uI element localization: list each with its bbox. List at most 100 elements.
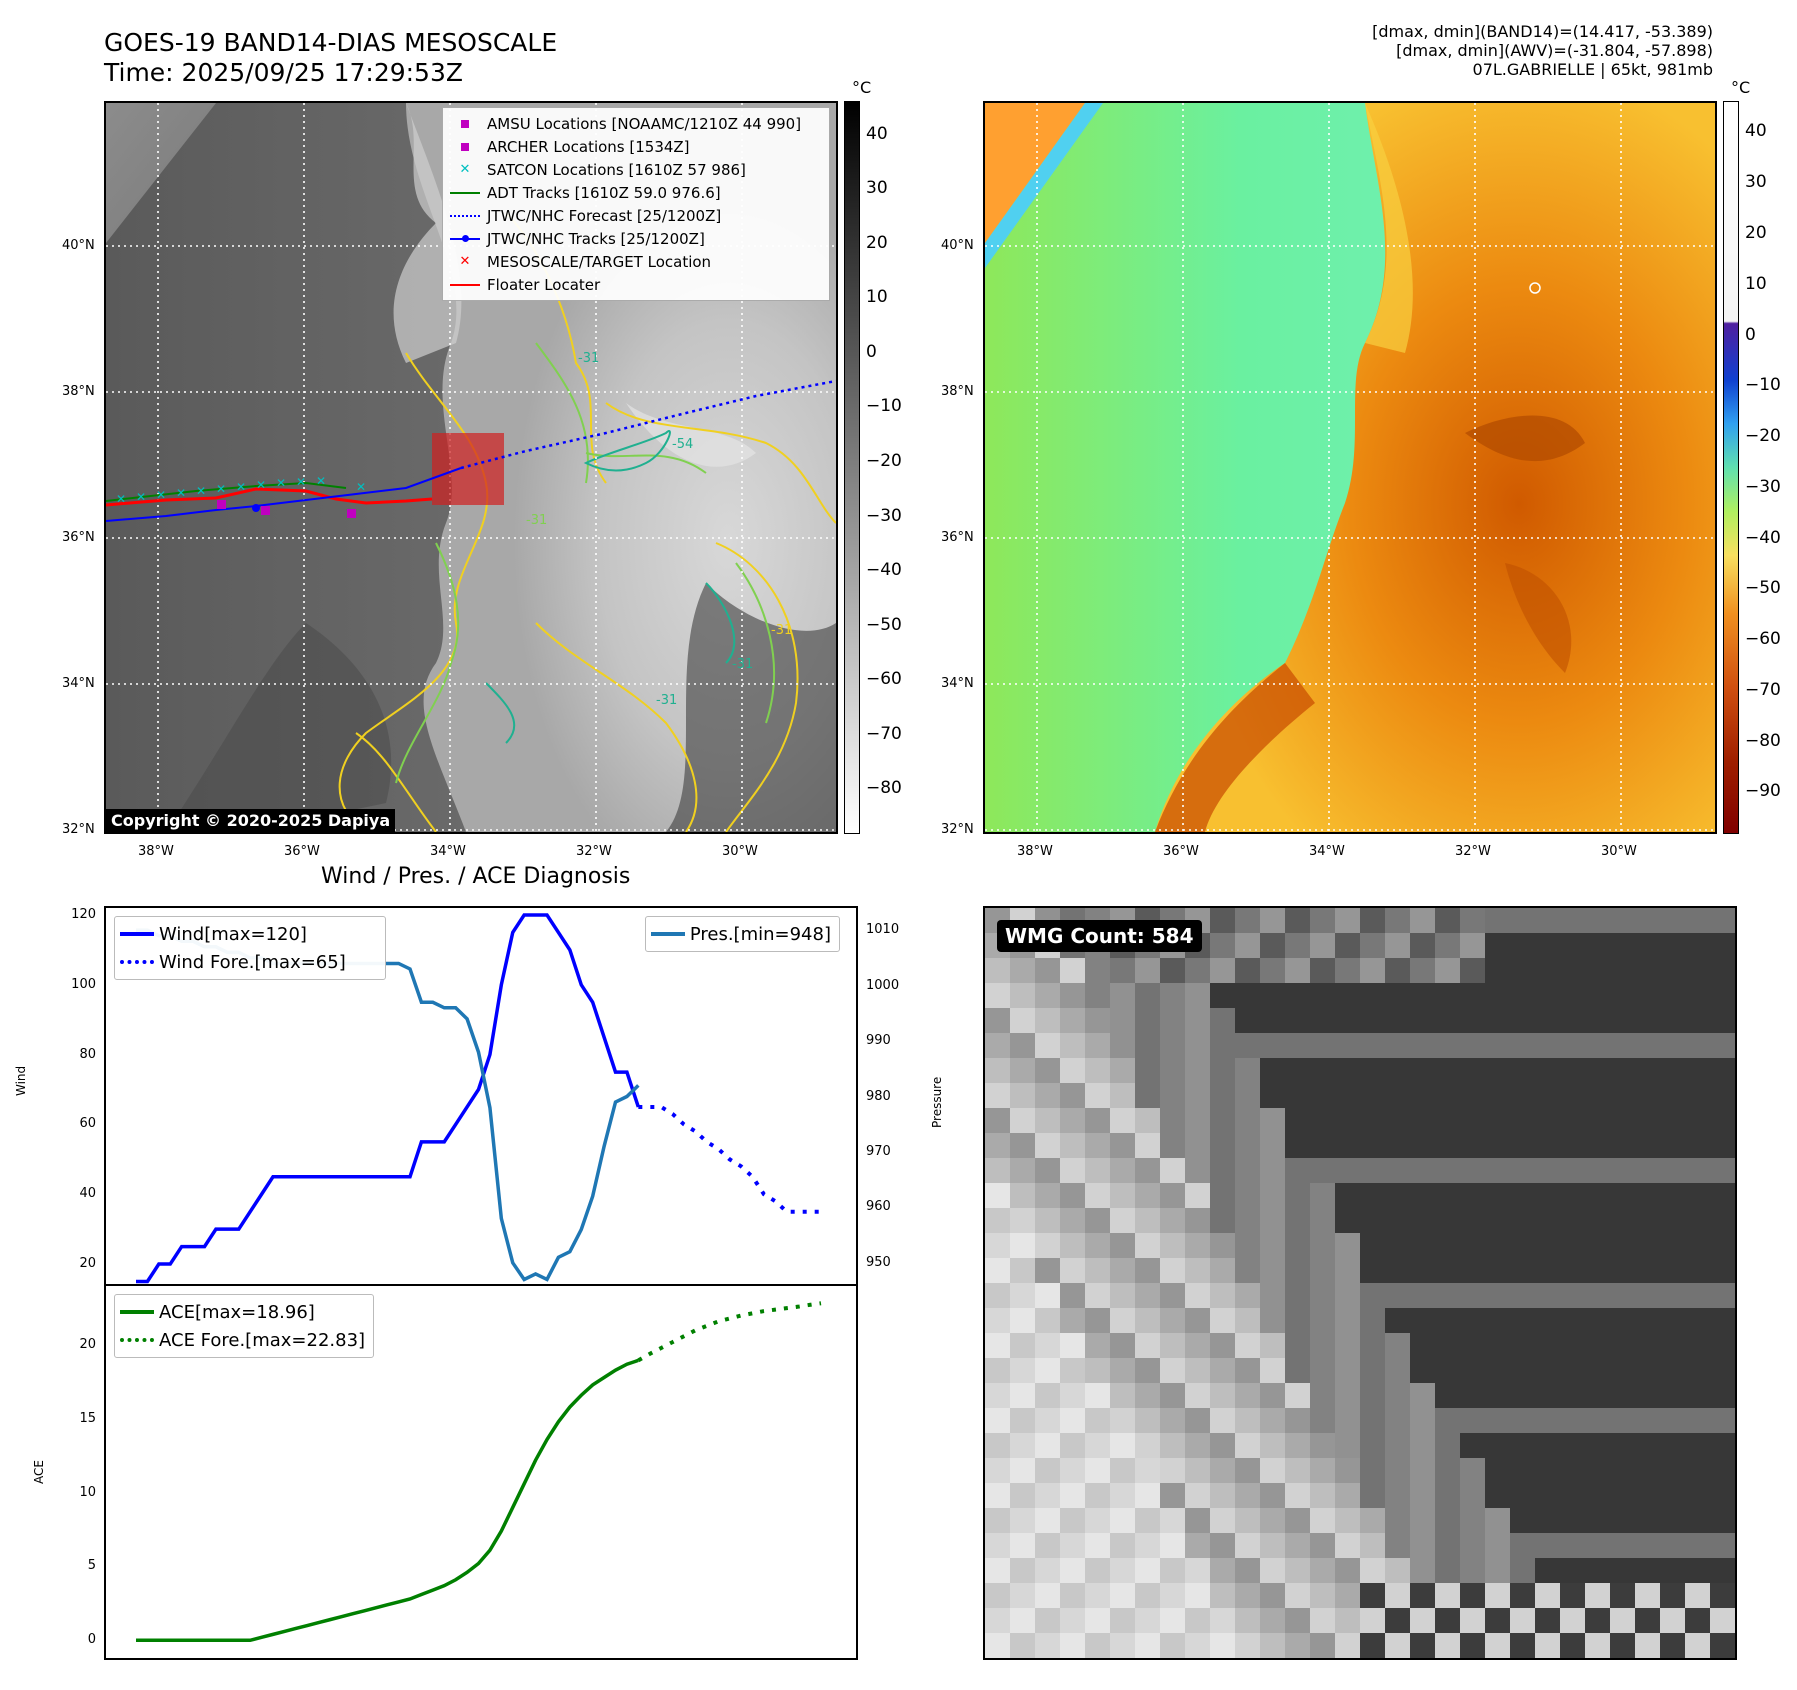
wind-legend: Wind[max=120] Wind Fore.[max=65] [114,916,386,980]
wind-tick-label: 100 [71,976,96,992]
pressure-tick-label: 1010 [866,922,900,938]
colorbar-tick-label: −70 [866,723,902,744]
lon-label: 38°W [138,844,174,859]
pressure-tick-label: 960 [866,1199,891,1215]
pressure-axis-label: Pressure [930,1076,944,1128]
svg-text:✕: ✕ [256,478,266,492]
colorbar-tick-label: 40 [866,123,888,144]
info-block: [dmax, dmin](BAND14)=(14.417, -53.389) [… [1372,22,1713,79]
lon-label: 34°W [1309,844,1345,859]
lat-label: 36°N [941,530,974,545]
legend-item-adt: ADT Tracks [1610Z 59.0 976.6] [443,181,829,204]
legend-item-ace-forecast: ACE Fore.[max=22.83] [115,1326,365,1354]
x-marker-icon: ✕ [459,162,471,177]
wind-forecast-line [638,1104,821,1214]
ace-tick-label: 10 [79,1484,96,1500]
ace-tick-label: 20 [79,1337,96,1353]
svg-text:✕: ✕ [176,486,186,500]
lat-label: 32°N [941,822,974,837]
colorbar-tick-label: −80 [1745,730,1781,751]
colorbar-tick-label: −70 [1745,679,1781,700]
legend-item-amsu: AMSU Locations [NOAAMC/1210Z 44 990] [443,112,829,135]
lon-label: 34°W [430,844,466,859]
colorbar-tick-label: 0 [1745,324,1756,345]
line-icon [443,283,487,286]
gray-colorbar-unit: °C [852,78,872,97]
copyright-badge: Copyright © 2020-2025 Dapiya [106,809,396,832]
title-line-2: Time: 2025/09/25 17:29:53Z [104,58,463,87]
ace-plot [136,1301,822,1643]
legend-item-tracks: JTWC/NHC Tracks [25/1200Z] [443,227,829,250]
colorbar-tick-label: −10 [1745,375,1781,396]
wmg-panel: WMG Count: 584 [983,906,1737,1660]
ace-series-line [136,1358,639,1643]
wmg-count-badge: WMG Count: 584 [997,920,1202,952]
wind-tick-label: 60 [79,1116,96,1132]
ace-axis-label: ACE [32,1460,46,1484]
svg-text:✕: ✕ [276,476,286,490]
lat-label: 40°N [941,238,974,253]
pressure-tick-label: 1000 [866,977,900,993]
colorbar-tick-label: 30 [866,178,888,199]
legend-item-wind-forecast: Wind Fore.[max=65] [115,948,385,976]
wind-tick-label: 120 [71,906,96,922]
colorbar-tick-label: −40 [1745,527,1781,548]
legend-item-ace: ACE[max=18.96] [115,1298,365,1326]
ace-legend: ACE[max=18.96] ACE Fore.[max=22.83] [114,1294,375,1358]
svg-text:✕: ✕ [196,484,206,498]
ace-chart: ACE[max=18.96] ACE Fore.[max=22.83] [104,1284,858,1660]
colorbar-tick-label: −50 [1745,578,1781,599]
colorbar-tick-label: 10 [866,287,888,308]
line-icon [115,932,159,936]
wind-tick-label: 80 [79,1046,96,1062]
awv-map-panel [983,101,1717,834]
pressure-tick-label: 990 [866,1033,891,1049]
colorbar-tick-label: −30 [1745,476,1781,497]
colorbar-tick-label: 10 [1745,273,1767,294]
svg-text:✕: ✕ [316,474,326,488]
wind-axis-label: Wind [14,1065,28,1096]
square-marker-icon [443,119,487,128]
lon-label: 32°W [1455,844,1491,859]
ace-forecast-line [637,1301,822,1363]
pressure-tick-label: 980 [866,1088,891,1104]
lon-label: 36°W [284,844,320,859]
figure-title: GOES-19 BAND14-DIAS MESOSCALE Time: 2025… [104,28,557,88]
legend-item-archer: ARCHER Locations [1534Z] [443,135,829,158]
info-line-1: [dmax, dmin](BAND14)=(14.417, -53.389) [1372,22,1713,41]
map-legend: AMSU Locations [NOAAMC/1210Z 44 990] ARC… [442,107,830,301]
colorbar-tick-label: −20 [1745,426,1781,447]
wind-series-line [136,913,640,1284]
svg-text:✕: ✕ [156,488,166,502]
legend-item-mesoscale: ✕ MESOSCALE/TARGET Location [443,250,829,273]
wmg-pixel-grid [985,908,1735,1658]
wind-pres-chart: Wind[max=120] Wind Fore.[max=65] Pres.[m… [104,906,858,1285]
wind-tick-label: 40 [79,1186,96,1202]
colorbar-tick-label: −10 [866,396,902,417]
ace-tick-label: 0 [87,1632,96,1648]
lat-label: 36°N [62,530,95,545]
line-icon [115,1310,159,1314]
colorbar-tick-label: −20 [866,451,902,472]
contour-label: -31 [526,513,548,528]
lat-label: 34°N [62,676,95,691]
legend-item-floater: Floater Locater [443,273,829,296]
legend-item-pressure: Pres.[min=948] [646,920,831,948]
lat-label: 38°N [62,384,95,399]
colorbar-tick-label: 40 [1745,121,1767,142]
colorbar-tick-label: −40 [866,560,902,581]
info-line-2: [dmax, dmin](AWV)=(-31.804, -57.898) [1396,41,1713,60]
contour-label: -54 [672,437,694,452]
square-marker-icon [443,142,487,151]
dotted-line-icon [115,1338,159,1342]
svg-text:✕: ✕ [356,480,366,494]
legend-item-forecast: JTWC/NHC Forecast [25/1200Z] [443,204,829,227]
colorbar-tick-label: −80 [866,778,902,799]
wind-tick-label: 20 [79,1256,96,1272]
lat-label: 38°N [941,384,974,399]
lon-label: 38°W [1017,844,1053,859]
colorbar-tick-label: −60 [866,669,902,690]
colorbar-tick-label: −50 [866,614,902,635]
colorbar-tick-label: −90 [1745,781,1781,802]
lon-label: 36°W [1163,844,1199,859]
